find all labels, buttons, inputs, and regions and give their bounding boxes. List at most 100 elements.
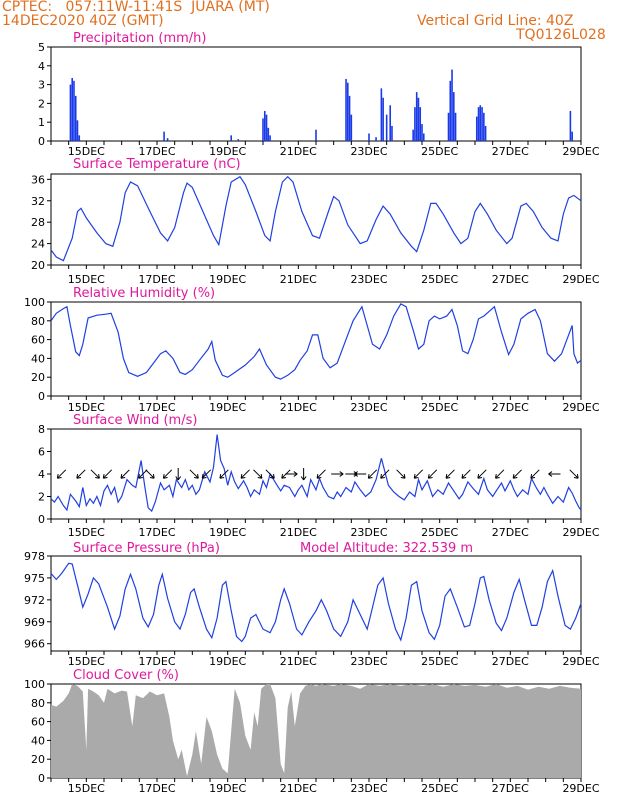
- wind-arrow-head: [367, 473, 370, 479]
- wind-arrow: [495, 469, 505, 479]
- wind-arrow: [162, 469, 173, 479]
- precip-bar: [237, 139, 240, 141]
- wind-arrow-shaft: [145, 469, 155, 479]
- wind-arrow-shaft: [445, 469, 455, 479]
- wind-arrow-shaft: [253, 469, 263, 479]
- y-tick-label: 100: [24, 678, 45, 691]
- wind-arrow-head: [339, 473, 344, 477]
- panel-subtitle: Model Altitude: 322.539 m: [300, 541, 473, 556]
- precip-bar: [415, 92, 418, 141]
- wind-arrow-head: [95, 476, 100, 479]
- wind-arrow-head: [380, 476, 385, 479]
- panel-5: Surface Pressure (hPa) Model Altitude: 32…: [24, 541, 600, 668]
- wind-arrow-head: [241, 476, 246, 479]
- x-tick-label: 23DEC: [350, 655, 387, 668]
- wind-arrow-shaft: [477, 469, 487, 479]
- precip-bar: [477, 107, 480, 141]
- wind-arrow: [413, 469, 424, 479]
- wind-arrow-head: [530, 476, 536, 479]
- precip-bar: [69, 84, 72, 141]
- wind-arrow-head: [316, 473, 319, 479]
- x-tick-label: 25DEC: [421, 782, 458, 795]
- x-tick-label: 27DEC: [492, 655, 529, 668]
- precip-bar: [166, 138, 169, 141]
- precip-bar: [419, 107, 422, 141]
- y-tick-label: 4: [38, 60, 45, 73]
- x-tick-label: 17DEC: [138, 273, 175, 286]
- x-tick-label: 29DEC: [562, 401, 599, 414]
- x-tick-label: 23DEC: [350, 145, 387, 158]
- wind-arrow: [353, 471, 367, 477]
- precip-bar: [391, 125, 393, 141]
- y-tick-label: 972: [24, 594, 45, 607]
- y-tick-label: 28: [31, 216, 45, 229]
- wind-arrow-head: [477, 476, 483, 479]
- grid-note: Vertical Grid Line: 40Z: [417, 13, 574, 29]
- precip-bar: [484, 125, 487, 141]
- wind-arrow-head: [403, 473, 406, 479]
- wind-arrow: [201, 469, 212, 479]
- x-tick-label: 29DEC: [562, 526, 599, 539]
- wind-arrow-head: [281, 476, 287, 479]
- wind-arrow: [120, 469, 130, 479]
- wind-arrow-head: [103, 476, 108, 479]
- wind-arrow: [145, 469, 155, 479]
- precip-bar: [412, 129, 414, 141]
- precip-bar: [475, 116, 478, 141]
- wind-arrow-head: [152, 473, 155, 479]
- y-tick-label: 1: [38, 116, 45, 129]
- plot-frame: [50, 428, 582, 520]
- wind-arrow-head: [219, 476, 225, 479]
- wind-arrow-shaft: [76, 469, 86, 479]
- precip-bar: [449, 80, 452, 141]
- x-tick-label: 27DEC: [492, 401, 529, 414]
- panel-title: Surface Temperature (nC): [73, 157, 241, 172]
- wind-arrow-head: [57, 476, 62, 479]
- wind-arrow-shaft: [495, 469, 505, 479]
- x-tick-label: 27DEC: [492, 526, 529, 539]
- x-tick-label: 25DEC: [421, 273, 458, 286]
- x-tick-label: 17DEC: [138, 526, 175, 539]
- wind-arrow-head: [260, 473, 263, 479]
- wind-arrow-head: [177, 476, 182, 481]
- wind-arrow-head: [461, 473, 464, 479]
- wind-arrow-head: [163, 476, 168, 479]
- x-tick-label: 15DEC: [68, 273, 105, 286]
- wind-arrow-head: [120, 476, 126, 479]
- precip-bar: [76, 120, 79, 141]
- wind-arrow-head: [353, 473, 358, 477]
- wind-arrow-shaft: [201, 469, 212, 479]
- wind-arrow-head: [303, 476, 307, 481]
- wind-arrow-head: [428, 476, 433, 479]
- wind-arrow: [138, 469, 148, 479]
- y-tick-label: 8: [38, 423, 45, 436]
- x-tick-label: 15DEC: [68, 655, 105, 668]
- wind-arrow: [189, 469, 199, 479]
- x-tick-label: 23DEC: [350, 782, 387, 795]
- panel-title: Precipitation (mm/h): [73, 31, 206, 46]
- wind-arrow-head: [477, 473, 480, 479]
- y-tick-label: 975: [24, 572, 45, 585]
- y-tick-label: 969: [24, 616, 45, 629]
- precip-bar: [350, 114, 353, 141]
- x-tick-label: 27DEC: [492, 273, 529, 286]
- panel-3: Relative Humidity (%) 0 20 40 60 80 100 15DEC 17…: [24, 286, 600, 414]
- wind-arrow: [396, 469, 406, 479]
- wind-arrow-head: [281, 473, 283, 479]
- panel-title: Cloud Cover (%): [73, 668, 179, 683]
- precip-bar: [453, 92, 455, 141]
- wind-arrow: [461, 469, 471, 479]
- wind-arrow-shaft: [120, 469, 130, 479]
- wind-arrow-head: [414, 476, 419, 479]
- wind-arrow: [380, 469, 390, 479]
- wind-arrow-head: [530, 473, 533, 479]
- header-line2: 14DEC2020 40Z (GMT): [2, 13, 164, 29]
- wind-arrow-head: [162, 473, 165, 479]
- x-tick-label: 21DEC: [280, 145, 317, 158]
- y-tick-label: 6: [38, 446, 45, 459]
- y-tick-label: 0: [38, 135, 45, 148]
- y-tick-label: 0: [38, 390, 45, 403]
- y-tick-label: 966: [24, 638, 45, 651]
- wind-arrow-shaft: [413, 469, 424, 479]
